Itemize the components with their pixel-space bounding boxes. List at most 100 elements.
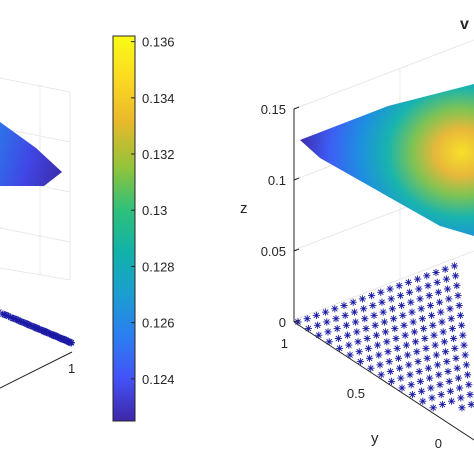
asterisk-marker [421, 334, 429, 343]
asterisk-marker [404, 351, 412, 359]
asterisk-marker [341, 311, 349, 319]
y-tick-label: 1 [281, 336, 288, 351]
asterisk-marker [378, 298, 386, 306]
asterisk-marker [420, 325, 428, 333]
asterisk-marker [435, 371, 443, 379]
asterisk-marker [429, 404, 437, 412]
asterisk-marker [340, 301, 348, 310]
z-tick-mark [293, 319, 300, 323]
asterisk-marker [410, 328, 418, 336]
asterisk-marker [408, 308, 416, 316]
asterisk-marker [379, 308, 387, 316]
asterisk-marker [456, 311, 464, 319]
y-tick-label: 0.5 [347, 386, 365, 401]
asterisk-marker [364, 344, 372, 352]
asterisk-marker [323, 318, 331, 326]
asterisk-marker [368, 292, 376, 300]
asterisk-marker [462, 361, 470, 369]
asterisk-marker [392, 334, 400, 343]
asterisk-marker [386, 367, 394, 376]
asterisk-marker [397, 374, 405, 382]
asterisk-marker [388, 377, 396, 385]
asterisk-marker [325, 338, 333, 346]
asterisk-marker [423, 272, 431, 280]
asterisk-marker [426, 301, 434, 310]
asterisk-marker [370, 311, 378, 319]
asterisk-marker [354, 338, 362, 346]
asterisk-marker [383, 338, 391, 346]
asterisk-marker [358, 295, 366, 303]
asterisk-marker [454, 374, 462, 382]
asterisk-marker [331, 305, 339, 313]
asterisk-marker [458, 321, 466, 329]
asterisk-marker [399, 311, 407, 319]
asterisk-marker [460, 341, 468, 349]
asterisk-marker [447, 315, 455, 323]
asterisk-marker [14, 316, 22, 324]
asterisk-marker [461, 351, 469, 359]
asterisk-marker [385, 358, 393, 366]
asterisk-marker [362, 325, 370, 333]
asterisk-marker [419, 397, 427, 405]
asterisk-marker [431, 341, 439, 349]
right-y-axis-line [293, 321, 474, 441]
asterisk-marker [372, 331, 380, 339]
asterisk-marker [467, 400, 474, 409]
asterisk-marker [52, 332, 60, 340]
asterisk-marker [336, 344, 344, 352]
left-x-tick-label: 1 [68, 361, 75, 376]
asterisk-marker [448, 325, 456, 333]
asterisk-marker [440, 338, 448, 346]
asterisk-marker [342, 321, 350, 329]
asterisk-marker [424, 364, 432, 372]
z-tick-mark [293, 177, 300, 181]
asterisk-marker [332, 315, 340, 323]
asterisk-marker [434, 361, 442, 369]
asterisk-marker [442, 348, 450, 356]
z-tick-label: 0 [279, 315, 286, 330]
asterisk-marker [0, 309, 3, 315]
asterisk-marker [360, 305, 368, 313]
asterisk-marker [377, 371, 385, 379]
asterisk-marker [418, 315, 426, 323]
asterisk-marker [448, 397, 456, 405]
asterisk-marker [402, 341, 410, 349]
asterisk-marker [427, 384, 435, 392]
colorbar: 0.136 0.134 0.132 0.13 0.128 0.126 0.124 [112, 35, 175, 422]
asterisk-marker [405, 361, 413, 369]
asterisk-marker [388, 305, 396, 313]
asterisk-marker [67, 338, 75, 347]
asterisk-marker [456, 384, 464, 392]
asterisk-marker [400, 321, 408, 329]
asterisk-marker [458, 404, 466, 412]
colorbar-gradient [112, 35, 136, 422]
colorbar-tick-label: 0.128 [142, 259, 175, 274]
right-surface [300, 84, 474, 236]
colorbar-tick-label: 0.132 [142, 147, 175, 162]
asterisk-marker [349, 298, 357, 306]
asterisk-marker [453, 282, 461, 290]
asterisk-marker [374, 341, 382, 349]
asterisk-marker [303, 315, 311, 323]
asterisk-marker [412, 338, 420, 346]
right-z-axis-label: z [240, 200, 248, 217]
asterisk-marker [33, 324, 41, 332]
asterisk-marker [428, 311, 436, 319]
asterisk-marker [464, 371, 472, 379]
asterisk-marker [415, 367, 423, 376]
asterisk-marker [429, 321, 437, 329]
asterisk-marker [324, 328, 332, 336]
asterisk-marker [353, 328, 361, 336]
asterisk-marker [387, 295, 395, 303]
colorbar-tick-label: 0.134 [142, 91, 175, 106]
asterisk-marker [441, 265, 449, 273]
asterisk-marker [401, 331, 409, 339]
z-tick-mark [293, 248, 300, 252]
left-scatter-plane [0, 309, 75, 347]
colorbar-tick-label: 0.13 [142, 203, 167, 218]
asterisk-marker [417, 305, 425, 313]
asterisk-marker [398, 301, 406, 310]
asterisk-marker [445, 295, 453, 303]
asterisk-marker [406, 371, 414, 379]
asterisk-marker [367, 364, 375, 372]
